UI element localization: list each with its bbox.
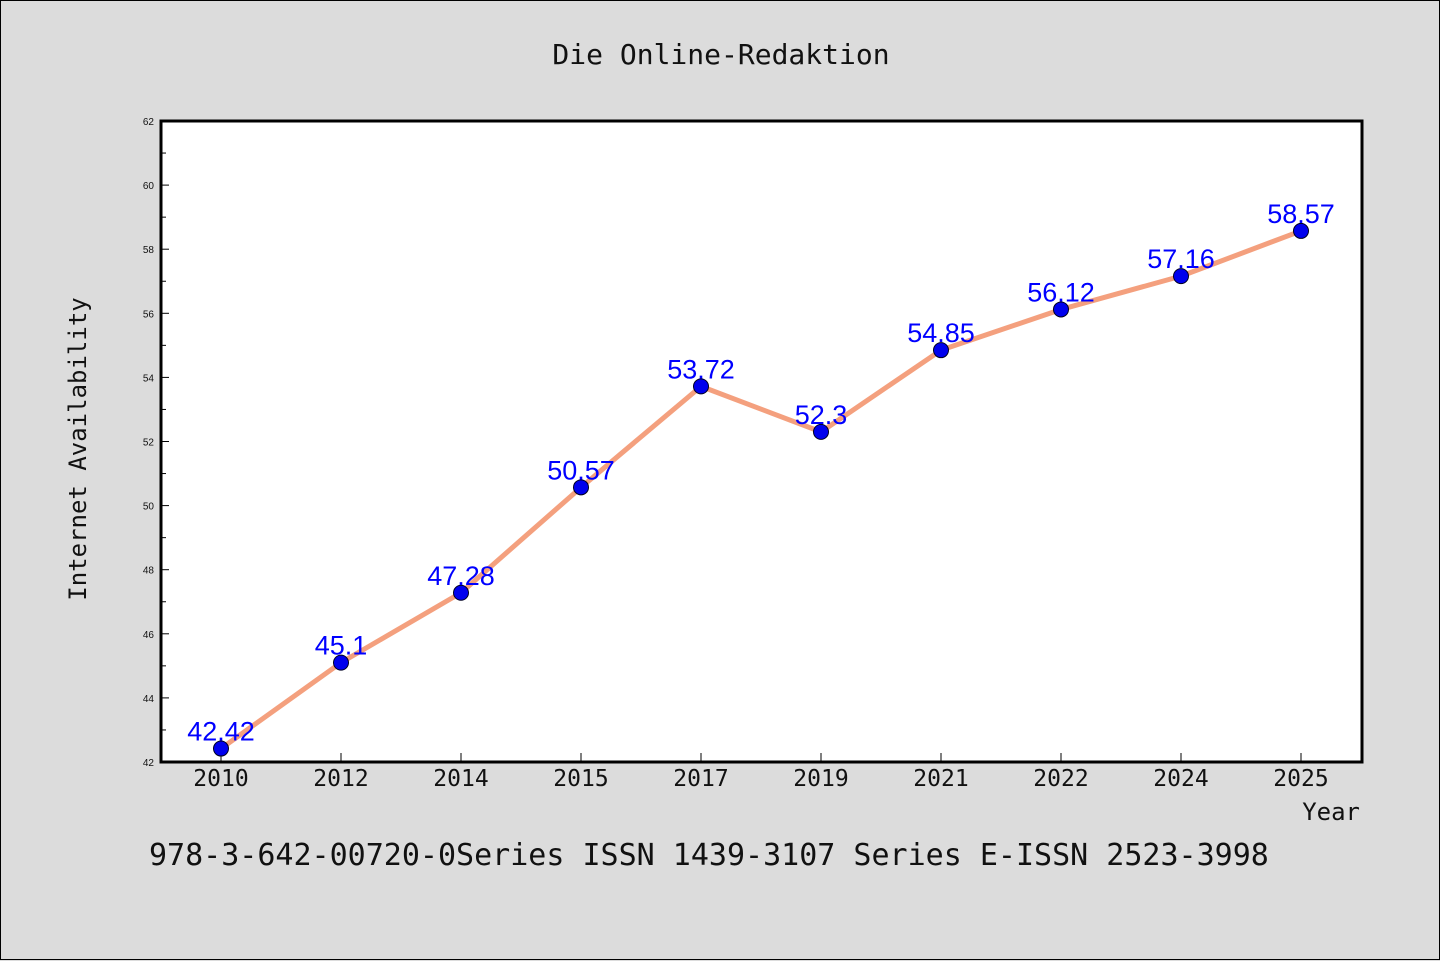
y-tick-label: 62 <box>143 117 155 128</box>
y-tick-label: 44 <box>143 694 155 705</box>
data-point-label: 56.12 <box>1027 277 1095 307</box>
data-point-label: 57.16 <box>1147 244 1215 274</box>
data-point-marker <box>1173 268 1189 285</box>
y-tick-label: 48 <box>143 566 155 577</box>
x-tick-label: 2025 <box>1273 766 1328 792</box>
y-tick-label: 60 <box>143 181 155 192</box>
data-point-label: 52.3 <box>795 400 848 430</box>
y-tick-label: 46 <box>143 630 155 641</box>
y-tick-label: 54 <box>143 373 155 384</box>
x-tick-label: 2022 <box>1033 766 1088 792</box>
x-tick-label: 2017 <box>673 766 728 792</box>
data-point-marker <box>453 584 469 601</box>
data-point-label: 53.72 <box>667 354 735 384</box>
y-axis-title: Internet Availability <box>64 297 92 600</box>
plot-area <box>159 119 1364 764</box>
y-tick-label: 56 <box>143 309 155 320</box>
data-point-marker <box>333 654 349 671</box>
x-tick-label: 2010 <box>193 766 248 792</box>
y-tick-label: 42 <box>143 758 155 769</box>
x-tick-label: 2021 <box>913 766 968 792</box>
data-point-label: 50.57 <box>547 455 615 485</box>
y-tick-label: 52 <box>143 438 155 449</box>
x-tick-label: 2014 <box>433 766 488 792</box>
chart-title: Die Online-Redaktion <box>552 38 889 71</box>
data-point-label: 42.42 <box>187 717 255 747</box>
data-point-marker <box>1053 301 1069 318</box>
data-point-marker <box>933 342 949 359</box>
data-point-label: 45.1 <box>315 631 368 661</box>
data-point-marker <box>573 479 589 496</box>
y-tick-label: 50 <box>143 502 155 513</box>
series-line-layer: 42.42 45.1 47.28 50.57 53.72 52.3 54.85 56.12 57… <box>187 199 1335 757</box>
y-axis: 42 44 46 48 50 52 54 56 58 60 62 <box>143 117 169 769</box>
x-axis: 2010 2012 2014 2015 2017 2019 2021 2022 2024 2025 <box>193 753 1329 792</box>
data-point-marker <box>693 378 709 395</box>
data-point-marker <box>813 423 829 440</box>
data-point-label: 54.85 <box>907 318 975 348</box>
y-tick-label: 58 <box>143 245 155 256</box>
data-point-label: 47.28 <box>427 561 495 591</box>
data-point-marker <box>1293 222 1309 239</box>
data-point-label: 58.57 <box>1267 199 1335 229</box>
x-tick-label: 2012 <box>313 766 368 792</box>
series-line <box>218 228 1304 752</box>
x-axis-title: Year <box>1302 798 1360 826</box>
x-tick-label: 2019 <box>793 766 848 792</box>
footer-isbn-issn: 978-3-642-00720-0Series ISSN 1439-3107 S… <box>149 838 1269 873</box>
data-point-marker <box>213 740 229 757</box>
x-tick-label: 2024 <box>1153 766 1208 792</box>
x-tick-label: 2015 <box>553 766 608 792</box>
